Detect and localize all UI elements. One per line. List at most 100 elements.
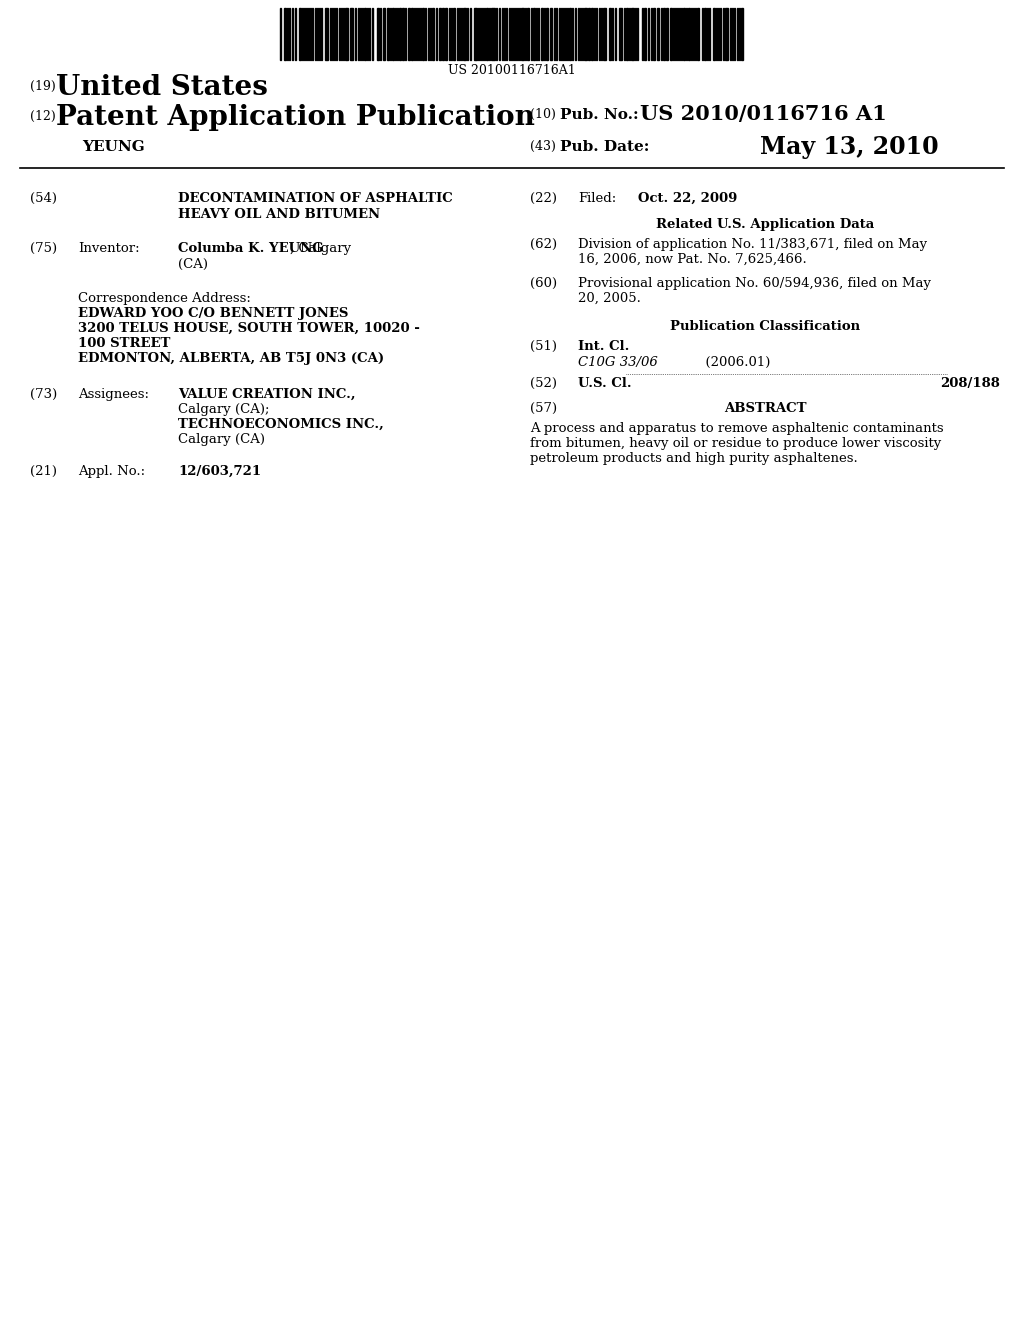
Bar (725, 8, 728, 59)
Bar (697, 8, 699, 59)
Text: May 13, 2010: May 13, 2010 (760, 135, 939, 158)
Text: EDMONTON, ALBERTA, AB T5J 0N3 (CA): EDMONTON, ALBERTA, AB T5J 0N3 (CA) (78, 352, 384, 366)
Bar (399, 8, 401, 59)
Text: (60): (60) (530, 277, 557, 290)
Bar (442, 8, 444, 59)
Text: TECHNOECONOMICS INC.,: TECHNOECONOMICS INC., (178, 418, 384, 432)
Bar (653, 8, 655, 59)
Text: C10G 33/06: C10G 33/06 (578, 356, 657, 370)
Text: Division of application No. 11/383,671, filed on May: Division of application No. 11/383,671, … (578, 238, 927, 251)
Bar (432, 8, 434, 59)
Bar (392, 8, 394, 59)
Text: 208/188: 208/188 (940, 378, 1000, 389)
Bar (588, 8, 590, 59)
Text: 20, 2005.: 20, 2005. (578, 292, 641, 305)
Bar (463, 8, 466, 59)
Bar (670, 8, 672, 59)
Text: (2006.01): (2006.01) (663, 356, 770, 370)
Text: Provisional application No. 60/594,936, filed on May: Provisional application No. 60/594,936, … (578, 277, 931, 290)
Bar (663, 8, 665, 59)
Text: 100 STREET: 100 STREET (78, 337, 170, 350)
Text: (73): (73) (30, 388, 57, 401)
Text: (21): (21) (30, 465, 57, 478)
Bar (546, 8, 548, 59)
Text: Int. Cl.: Int. Cl. (578, 341, 630, 352)
Bar (521, 8, 524, 59)
Text: Related U.S. Application Data: Related U.S. Application Data (656, 218, 874, 231)
Bar (644, 8, 646, 59)
Bar (541, 8, 543, 59)
Text: (75): (75) (30, 242, 57, 255)
Bar (474, 8, 477, 59)
Bar (387, 8, 389, 59)
Bar (591, 8, 593, 59)
Text: VALUE CREATION INC.,: VALUE CREATION INC., (178, 388, 355, 401)
Text: Calgary (CA);: Calgary (CA); (178, 403, 269, 416)
Text: DECONTAMINATION OF ASPHALTIC: DECONTAMINATION OF ASPHALTIC (178, 191, 453, 205)
Bar (453, 8, 455, 59)
Text: Pub. Date:: Pub. Date: (560, 140, 649, 154)
Bar (657, 8, 659, 59)
Text: 16, 2006, now Pat. No. 7,625,466.: 16, 2006, now Pat. No. 7,625,466. (578, 253, 807, 267)
Text: (19): (19) (30, 81, 55, 92)
Text: Correspondence Address:: Correspondence Address: (78, 292, 251, 305)
Bar (345, 8, 348, 59)
Bar (486, 8, 488, 59)
Text: (62): (62) (530, 238, 557, 251)
Bar (422, 8, 424, 59)
Bar (411, 8, 413, 59)
Bar (364, 8, 366, 59)
Bar (666, 8, 668, 59)
Text: (54): (54) (30, 191, 57, 205)
Bar (603, 8, 606, 59)
Text: Inventor:: Inventor: (78, 242, 139, 255)
Text: (57): (57) (530, 403, 557, 414)
Text: Assignees:: Assignees: (78, 388, 150, 401)
Bar (299, 8, 301, 59)
Bar (439, 8, 441, 59)
Bar (550, 8, 552, 59)
Bar (741, 8, 743, 59)
Text: 12/603,721: 12/603,721 (178, 465, 261, 478)
Bar (626, 8, 628, 59)
Text: U.S. Cl.: U.S. Cl. (578, 378, 632, 389)
Text: (52): (52) (530, 378, 557, 389)
Text: Oct. 22, 2009: Oct. 22, 2009 (638, 191, 737, 205)
Text: HEAVY OIL AND BITUMEN: HEAVY OIL AND BITUMEN (178, 209, 380, 220)
Bar (534, 8, 535, 59)
Text: (22): (22) (530, 191, 557, 205)
Bar (584, 8, 587, 59)
Bar (527, 8, 529, 59)
Text: (10): (10) (530, 108, 556, 121)
Text: (12): (12) (30, 110, 55, 123)
Bar (402, 8, 404, 59)
Text: , Calgary: , Calgary (290, 242, 351, 255)
Bar (490, 8, 495, 59)
Bar (688, 8, 690, 59)
Text: Filed:: Filed: (578, 191, 616, 205)
Text: Columba K. YEUNG: Columba K. YEUNG (178, 242, 324, 255)
Text: 3200 TELUS HOUSE, SOUTH TOWER, 10020 -: 3200 TELUS HOUSE, SOUTH TOWER, 10020 - (78, 322, 420, 335)
Bar (408, 8, 410, 59)
Bar (713, 8, 715, 59)
Text: Pub. No.:: Pub. No.: (560, 108, 639, 121)
Text: Patent Application Publication: Patent Application Publication (56, 104, 535, 131)
Bar (631, 8, 634, 59)
Text: YEUNG: YEUNG (82, 140, 144, 154)
Bar (683, 8, 685, 59)
Bar (377, 8, 379, 59)
Bar (569, 8, 571, 59)
Bar (705, 8, 706, 59)
Text: US 20100116716A1: US 20100116716A1 (449, 63, 575, 77)
Text: Calgary (CA): Calgary (CA) (178, 433, 265, 446)
Bar (609, 8, 611, 59)
Text: US 2010/0116716 A1: US 2010/0116716 A1 (640, 104, 887, 124)
Text: (CA): (CA) (178, 257, 208, 271)
Bar (445, 8, 447, 59)
Text: from bitumen, heavy oil or residue to produce lower viscosity: from bitumen, heavy oil or residue to pr… (530, 437, 941, 450)
Text: (51): (51) (530, 341, 557, 352)
Text: (43): (43) (530, 140, 556, 153)
Bar (618, 8, 622, 59)
Bar (383, 8, 385, 59)
Text: Appl. No.:: Appl. No.: (78, 465, 145, 478)
